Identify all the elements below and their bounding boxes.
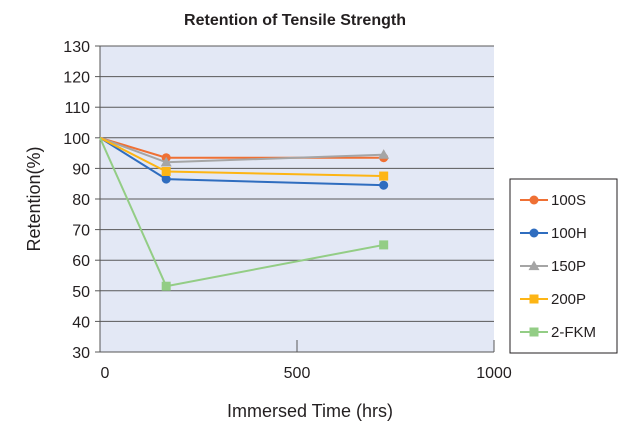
legend-marker-100s bbox=[529, 195, 539, 205]
legend-item-150p: 150P bbox=[520, 258, 586, 275]
legend-marker-2-fkm bbox=[529, 327, 539, 337]
legend-items: 100S 100H 150P 200P 2-FKM bbox=[520, 192, 596, 341]
legend-label-200p: 200P bbox=[551, 291, 586, 308]
y-tick-label-110: 110 bbox=[64, 100, 90, 117]
legend: 100S 100H 150P 200P 2-FKM bbox=[509, 178, 618, 354]
point-2-fkm-168 bbox=[161, 281, 171, 291]
y-tick-labels: 30 40 50 60 70 80 90 100 110 120 130 bbox=[63, 39, 90, 362]
x-axis-label: Immersed Time (hrs) bbox=[227, 401, 393, 421]
data-series bbox=[99, 136, 390, 291]
series-150p bbox=[99, 136, 390, 167]
y-tick-label-40: 40 bbox=[72, 314, 90, 331]
legend-marker-150p bbox=[528, 260, 540, 271]
y-tick-label-80: 80 bbox=[72, 192, 90, 209]
legend-label-2-fkm: 2-FKM bbox=[551, 324, 596, 341]
series-2-fkm bbox=[99, 137, 389, 291]
x-tick-label-500: 500 bbox=[284, 365, 311, 382]
x-tick-labels: 0 500 1000 bbox=[101, 365, 512, 382]
x-tick-label-0: 0 bbox=[101, 365, 110, 382]
y-tick-label-50: 50 bbox=[72, 284, 90, 301]
series-200p bbox=[99, 136, 389, 181]
gridlines bbox=[95, 45, 495, 353]
y-tick-label-100: 100 bbox=[63, 131, 90, 148]
y-tick-label-90: 90 bbox=[72, 161, 90, 178]
legend-label-100s: 100S bbox=[551, 192, 586, 209]
legend-label-150p: 150P bbox=[551, 258, 586, 275]
point-100h-720 bbox=[379, 180, 389, 190]
y-tick-label-60: 60 bbox=[72, 253, 90, 270]
y-tick-label-70: 70 bbox=[72, 223, 90, 240]
legend-marker-100h bbox=[529, 228, 539, 238]
y-tick-label-120: 120 bbox=[63, 70, 90, 87]
point-2-fkm-720 bbox=[379, 240, 389, 250]
y-tick-label-130: 130 bbox=[63, 39, 90, 56]
point-200p-720 bbox=[379, 171, 389, 181]
series-100h bbox=[99, 136, 389, 190]
legend-marker-200p bbox=[529, 294, 539, 304]
point-150p-720 bbox=[378, 149, 390, 159]
x-tick-label-1000: 1000 bbox=[476, 365, 512, 382]
point-100h-168 bbox=[161, 174, 171, 184]
y-tick-label-30: 30 bbox=[72, 345, 90, 362]
legend-item-2-fkm: 2-FKM bbox=[520, 324, 596, 341]
legend-item-200p: 200P bbox=[520, 291, 586, 308]
point-150p-168 bbox=[160, 156, 172, 167]
legend-item-100h: 100H bbox=[520, 225, 587, 242]
legend-label-100h: 100H bbox=[551, 225, 587, 242]
point-200p-168 bbox=[161, 166, 171, 176]
legend-item-100s: 100S bbox=[520, 192, 586, 209]
y-axis-label: Retention(%) bbox=[24, 146, 44, 251]
chart-title: Retention of Tensile Strength bbox=[184, 12, 406, 29]
